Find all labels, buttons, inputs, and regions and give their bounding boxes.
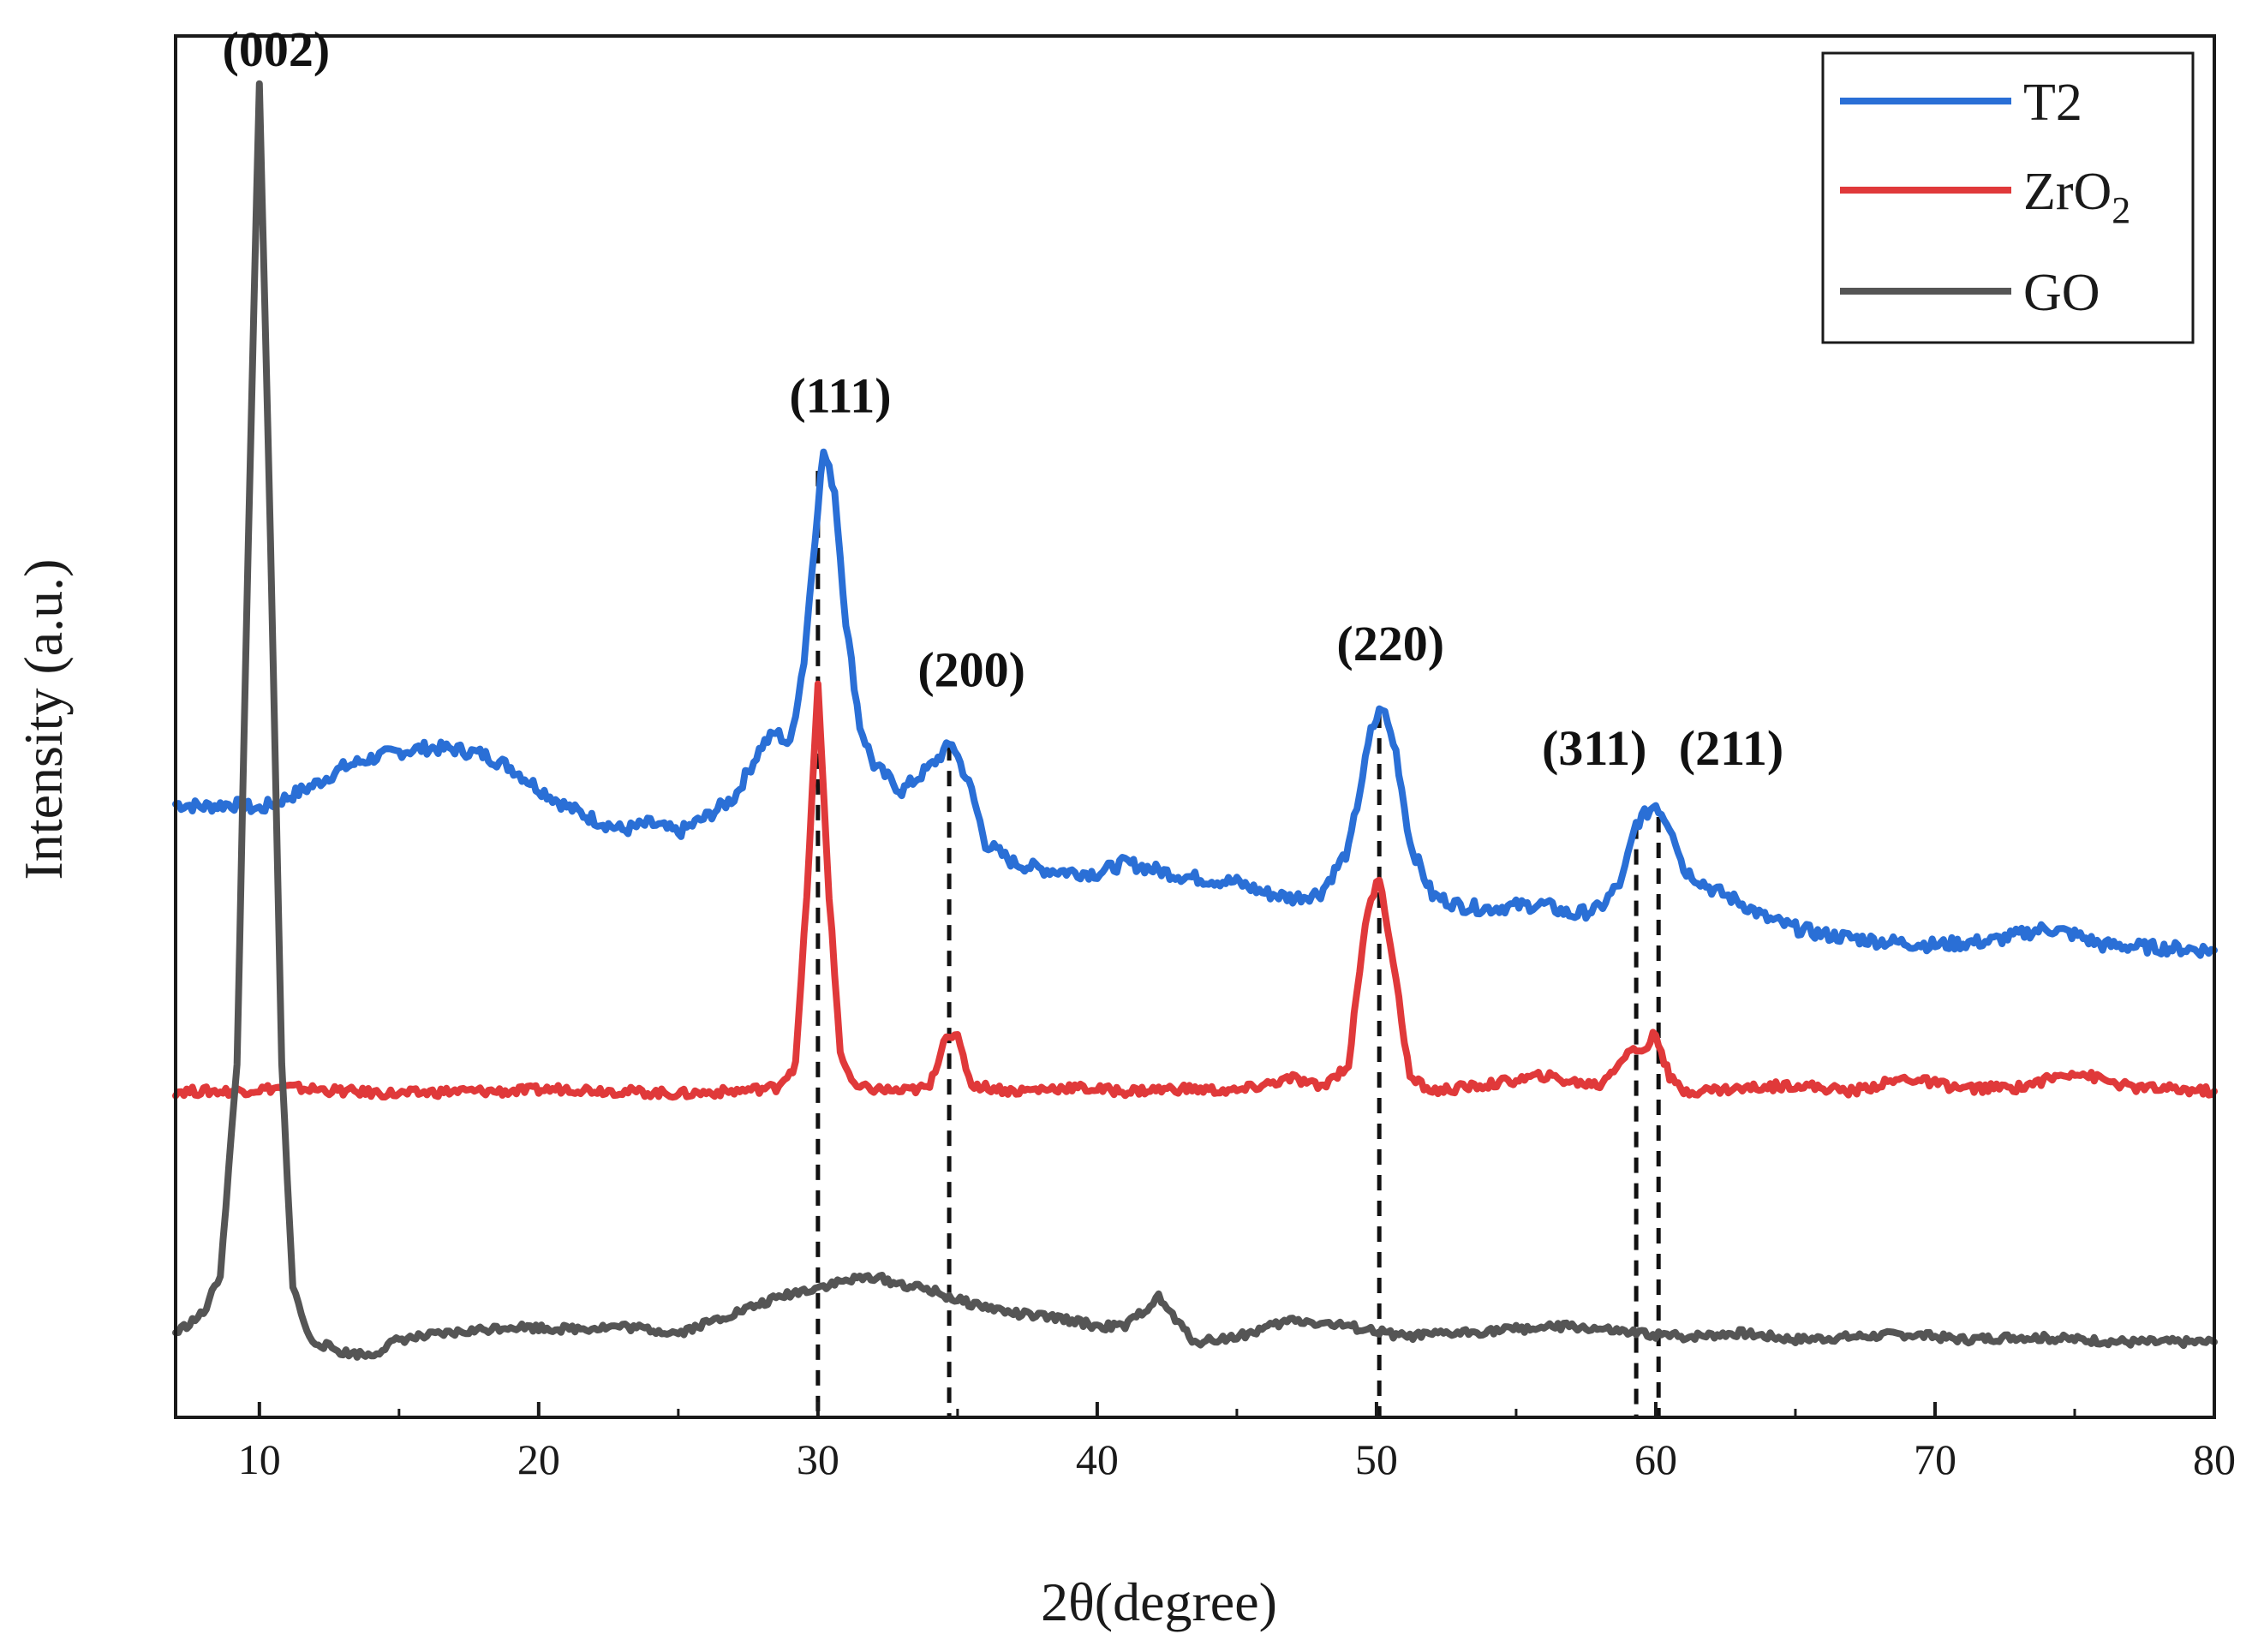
- legend-box: [1821, 51, 2195, 344]
- x-axis-title: 2θ(degree): [1041, 1571, 1277, 1632]
- peak-label-0: (002): [223, 21, 331, 77]
- peak-annotations: (002) (111) (200) (220) (311) (211): [223, 21, 1784, 776]
- series-line-go: [172, 80, 2218, 1361]
- x-tick-label-30: 30: [797, 1435, 839, 1483]
- x-tick-label-40: 40: [1076, 1435, 1119, 1483]
- x-tick-label-50: 50: [1355, 1435, 1398, 1483]
- reference-lines: [815, 470, 1661, 1417]
- x-tick-label-20: 20: [517, 1435, 560, 1483]
- legend-label-zro2: ZrO2: [2023, 163, 2130, 231]
- x-tick-label-10: 10: [238, 1435, 281, 1483]
- legend-label-zro2-sub: 2: [2112, 189, 2130, 231]
- legend-label-t2: T2: [2023, 74, 2082, 132]
- x-tick-label-70: 70: [1914, 1435, 1956, 1483]
- peak-label-4: (311): [1542, 720, 1646, 776]
- x-tick-label-60: 60: [1634, 1435, 1677, 1483]
- x-axis-ticks: 10 20 30 40 50 60 70 80: [238, 1402, 2236, 1483]
- peak-label-5: (211): [1679, 720, 1783, 776]
- peak-label-2: (200): [917, 642, 1025, 698]
- series-layer: [172, 80, 2218, 1361]
- legend-label-go: GO: [2023, 264, 2100, 322]
- legend: T2 ZrO2 GO: [1821, 51, 2195, 344]
- y-axis-title: Intensity (a.u.): [13, 559, 74, 880]
- peak-label-3: (220): [1336, 616, 1444, 671]
- series-line-zro2: [172, 680, 2218, 1101]
- series-line-t2: [172, 448, 2218, 959]
- x-tick-label-80: 80: [2193, 1435, 2236, 1483]
- legend-label-zro2-main: ZrO: [2023, 163, 2112, 221]
- plot-frame: [174, 34, 2216, 1419]
- peak-label-1: (111): [789, 367, 891, 423]
